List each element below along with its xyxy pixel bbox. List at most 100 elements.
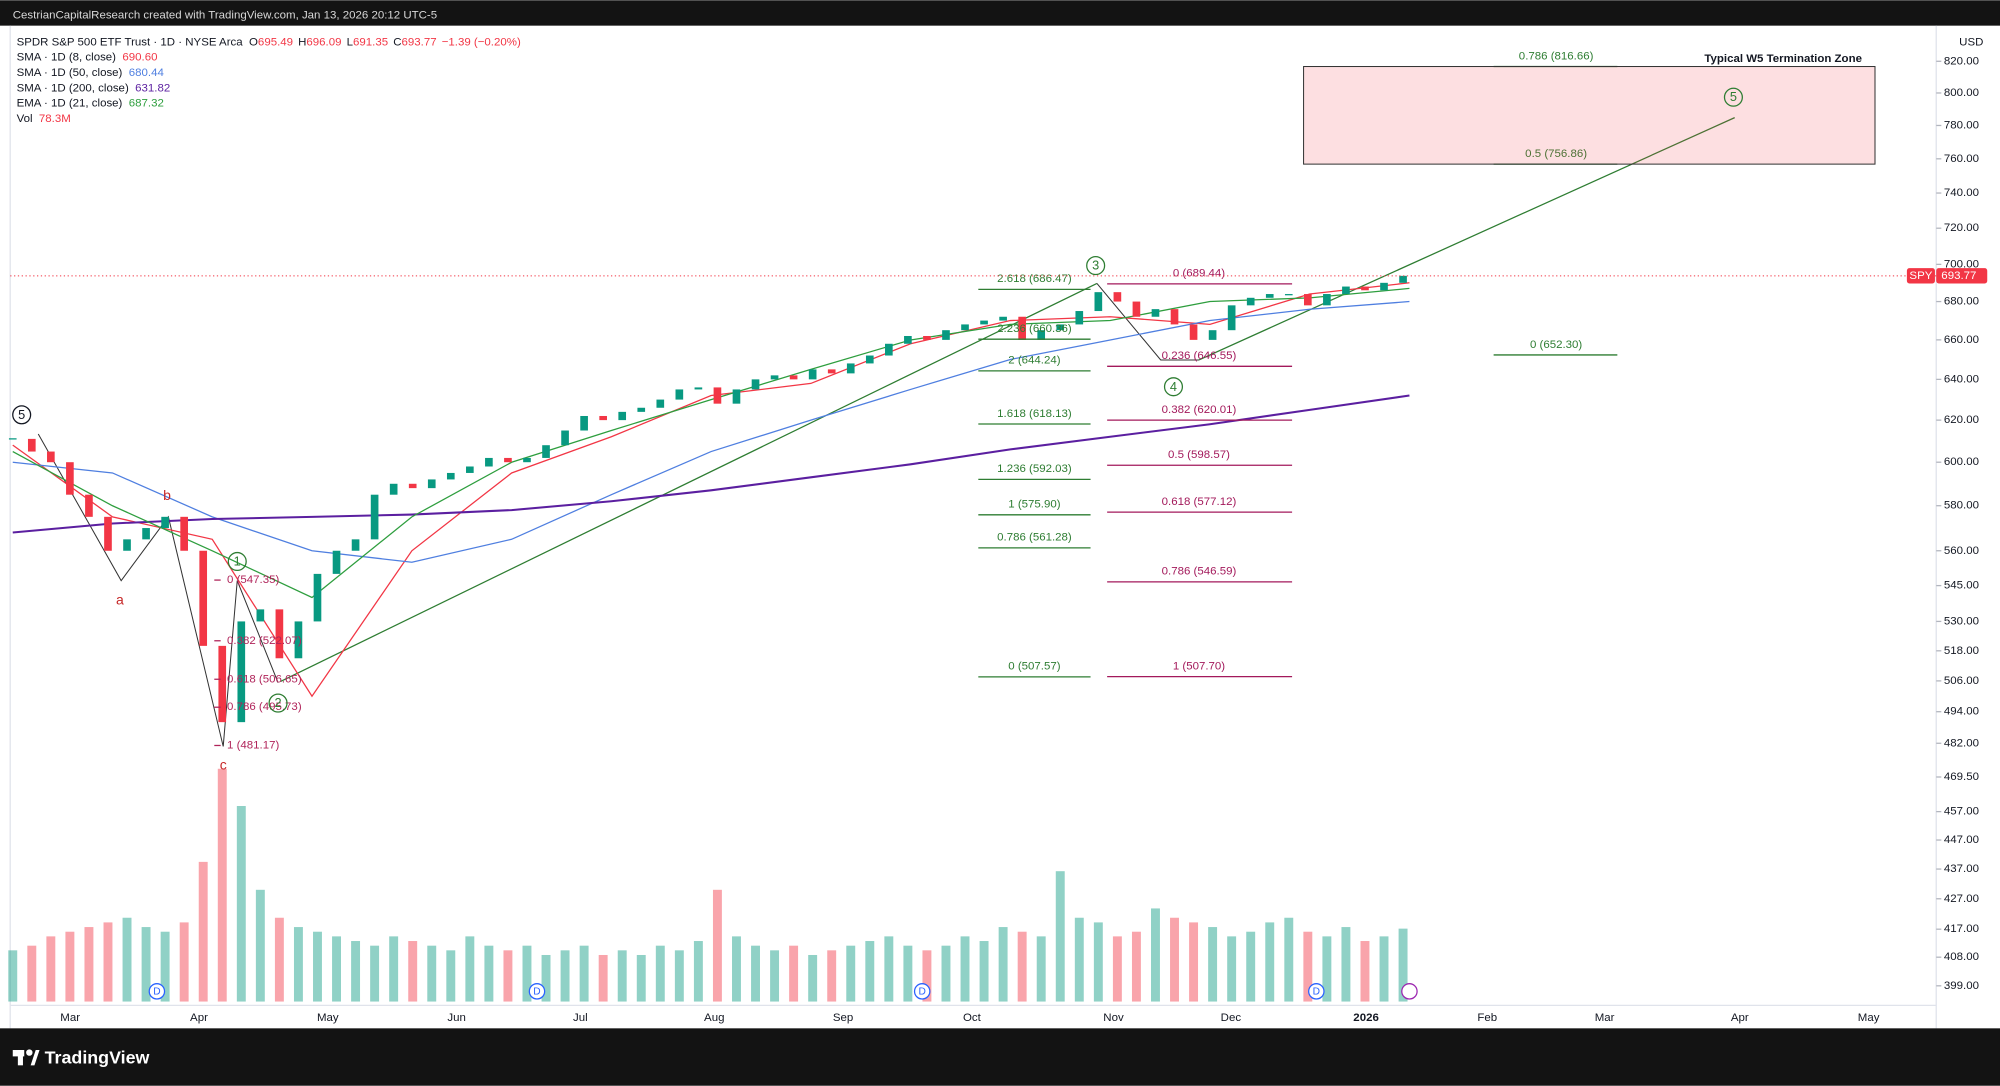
volume-bar — [160, 931, 170, 1002]
candle — [637, 407, 646, 412]
candle — [351, 539, 360, 551]
candle — [675, 389, 684, 400]
y-tick-label: 417.00 — [1944, 923, 1979, 935]
moving-average — [12, 287, 1410, 599]
y-tick-label: 506.00 — [1944, 675, 1979, 687]
fib-label: 0.382 (620.01) — [1162, 404, 1237, 416]
y-tick-label: 469.50 — [1944, 771, 1979, 783]
candle — [885, 343, 893, 356]
candle — [370, 494, 379, 540]
candle — [47, 451, 55, 463]
x-tick-label: May — [317, 1012, 339, 1024]
y-tick-label: 482.00 — [1944, 737, 1979, 749]
candle — [1132, 301, 1141, 317]
volume-bar — [1398, 928, 1408, 1002]
ohlc-key: O — [249, 36, 258, 48]
candle — [218, 645, 227, 723]
last-price: 693.77 — [1941, 270, 1976, 282]
volume-bar — [808, 954, 818, 1002]
indicator-legend: SMA · 1D (50, close) 680.44 — [17, 67, 165, 79]
volume-bar — [903, 945, 913, 1002]
candle — [999, 316, 1007, 321]
volume-bar — [84, 927, 94, 1002]
indicator-name: Vol — [17, 113, 33, 125]
candle — [1094, 292, 1103, 312]
x-tick-label: Jul — [573, 1012, 588, 1024]
candle — [618, 411, 627, 421]
dividend-label: D — [153, 987, 160, 998]
volume-bar — [484, 945, 494, 1002]
fib-label: 0 (652.30) — [1530, 339, 1582, 351]
volume-bar — [1112, 936, 1122, 1002]
wave-circle — [268, 693, 288, 713]
indicator-legend: Vol 78.3M — [17, 113, 71, 125]
volume-bar — [1284, 917, 1294, 1002]
x-tick-label: Jun — [447, 1012, 466, 1024]
dividend-marker — [148, 983, 166, 1000]
symbol: SPDR S&P 500 ETF Trust · 1D · NYSE Arca — [17, 36, 244, 48]
fib-label: 0 (689.44) — [1173, 268, 1225, 280]
candle — [408, 483, 417, 489]
moving-average — [12, 300, 1410, 563]
volume-bar — [255, 889, 265, 1002]
wave-circle — [227, 551, 247, 572]
volume-bar — [236, 806, 246, 1002]
volume-bar — [1151, 908, 1160, 1002]
volume-bar — [465, 936, 475, 1002]
volume-bar — [427, 945, 437, 1002]
y-tick-label: 408.00 — [1944, 951, 1979, 963]
candle — [1151, 309, 1160, 317]
fib-label: 0 (507.57) — [1008, 661, 1060, 673]
volume-bar — [198, 861, 208, 1002]
candle — [27, 438, 36, 452]
candle — [1399, 275, 1407, 283]
wave-circle — [1086, 256, 1106, 276]
candle — [123, 539, 131, 551]
candle — [66, 462, 74, 495]
ohlc-key: L — [347, 36, 353, 48]
top-bar — [0, 0, 2000, 26]
fib-label: 1 (481.17) — [227, 740, 279, 752]
candle — [1323, 294, 1331, 306]
candle — [85, 494, 93, 517]
y-tick-label: 620.00 — [1944, 414, 1979, 426]
candle — [389, 483, 398, 495]
fib-label: 1.236 (592.03) — [997, 463, 1072, 475]
attribution: CestrianCapitalResearch created with Tra… — [13, 10, 437, 22]
indicator-legend: EMA · 1D (21, close) 687.32 — [17, 98, 164, 110]
wave-label: 5 — [1730, 89, 1737, 104]
volume-bar — [617, 950, 627, 1002]
volume-bar — [274, 917, 284, 1002]
wave-label: 4 — [1170, 379, 1177, 394]
volume-bar — [446, 950, 456, 1002]
wave-label: 1 — [234, 554, 241, 569]
indicator-legend: SMA · 1D (8, close) 690.60 — [17, 52, 158, 64]
y-tick-label: 437.00 — [1944, 863, 1979, 875]
volume-bar — [1246, 931, 1256, 1002]
y-tick-label: 530.00 — [1944, 615, 1979, 627]
candle — [827, 369, 836, 374]
candle — [713, 387, 722, 404]
x-tick-label: Oct — [963, 1012, 982, 1024]
candle — [789, 375, 798, 380]
wave-circle — [1723, 87, 1743, 107]
volume-bar — [351, 941, 361, 1002]
fib-label: 1 (575.90) — [1008, 499, 1060, 511]
volume-bar — [674, 950, 684, 1002]
x-tick-label: 2026 — [1353, 1012, 1379, 1024]
volume-bar — [1055, 871, 1065, 1002]
alert-icon — [1401, 983, 1418, 1000]
volume-bar — [522, 945, 532, 1002]
candle — [694, 387, 703, 390]
x-tick-label: Nov — [1103, 1012, 1124, 1024]
chart-area — [0, 25, 2000, 1029]
candle — [980, 320, 988, 325]
fib-label: 0.786 (816.66) — [1519, 50, 1594, 62]
volume-bar — [1360, 941, 1370, 1002]
y-tick-label: 820.00 — [1944, 55, 1979, 67]
ohlc-value: 696.09 — [306, 36, 341, 48]
drawings-back — [37, 117, 1735, 747]
y-tick-label: 600.00 — [1944, 456, 1979, 468]
x-tick-label: Aug — [704, 1012, 724, 1024]
fib-label: 0.236 (646.55) — [1162, 350, 1237, 362]
